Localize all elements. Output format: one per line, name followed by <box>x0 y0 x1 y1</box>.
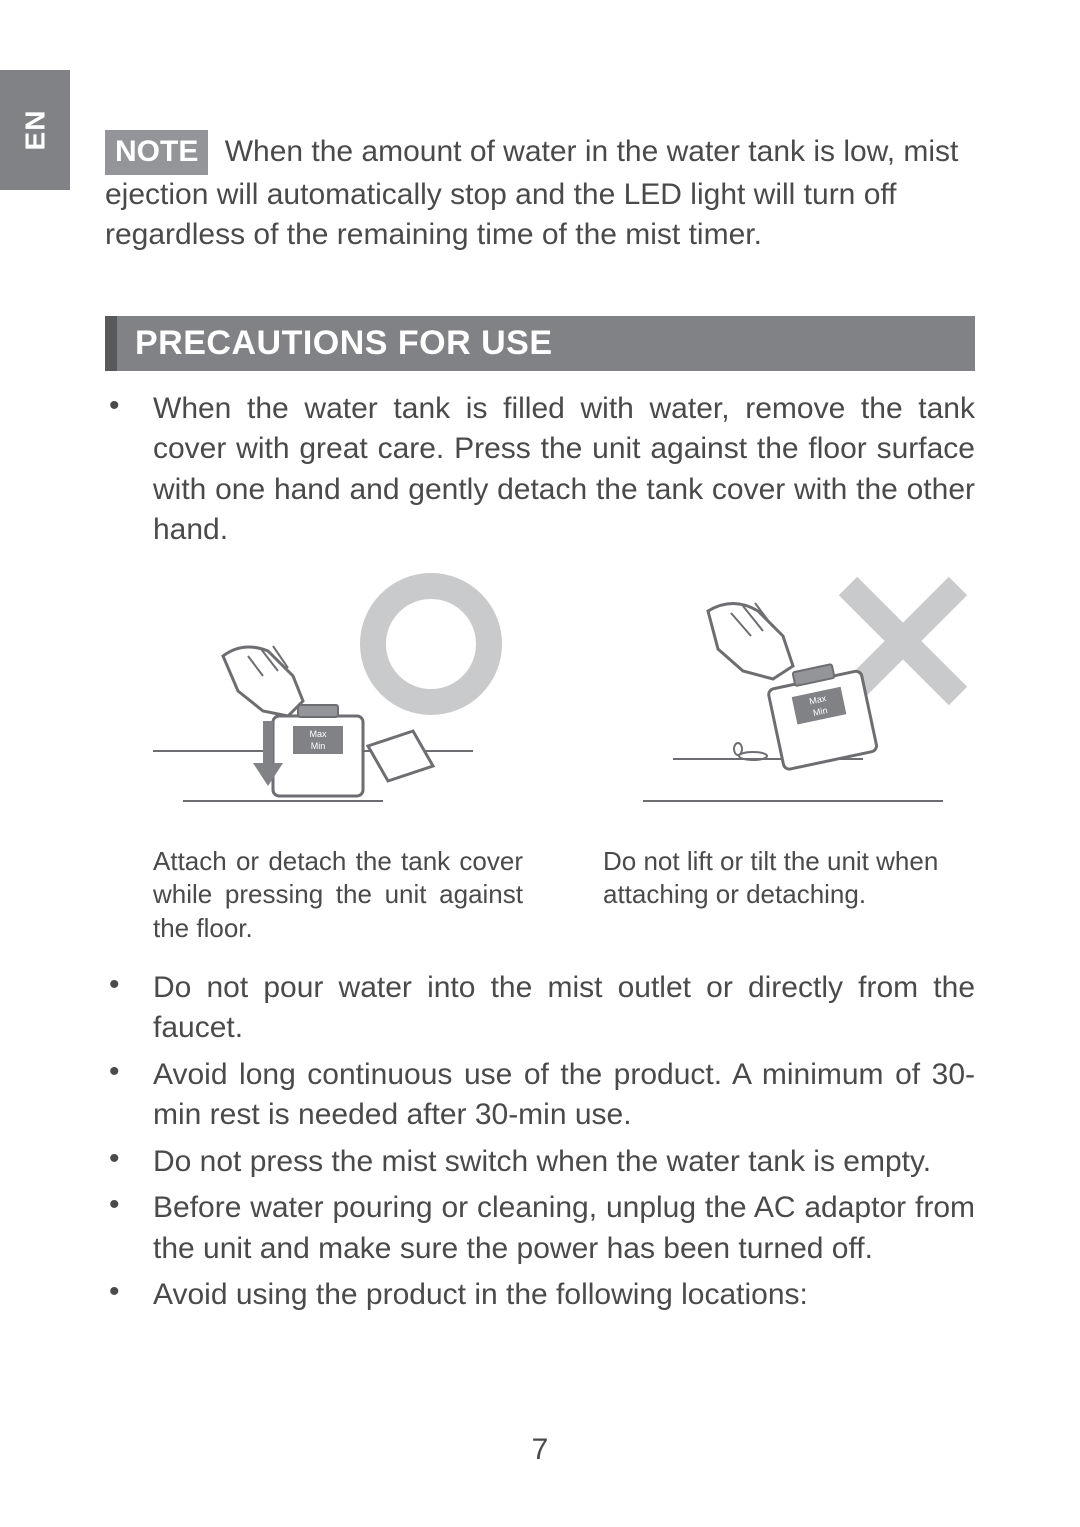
bullet-text: Do not press the mist switch when the wa… <box>153 1142 975 1183</box>
bullet-text: Avoid long continuous use of the product… <box>153 1055 975 1136</box>
figure-correct: Max Min Attach or detach the tank cover … <box>153 571 523 946</box>
note-text: When the amount of water in the water ta… <box>105 135 958 251</box>
bullet-item: • Avoid long continuous use of the produ… <box>105 1055 975 1136</box>
cross-icon <box>848 586 958 696</box>
bullet-marker: • <box>105 1142 153 1183</box>
language-tab-label: EN <box>19 110 51 151</box>
svg-text:Max: Max <box>309 729 327 739</box>
bullet-item: • Before water pouring or cleaning, unpl… <box>105 1188 975 1269</box>
page: EN NOTE When the amount of water in the … <box>0 0 1080 1527</box>
note-paragraph: NOTE When the amount of water in the wat… <box>105 130 975 256</box>
figures-row: Max Min Attach or detach the tank cover … <box>153 571 975 946</box>
circle-icon <box>373 586 489 702</box>
bullets-top: • When the water tank is filled with wat… <box>105 389 975 551</box>
bullet-text: When the water tank is filled with water… <box>153 389 975 551</box>
content-area: NOTE When the amount of water in the wat… <box>105 130 975 1322</box>
svg-text:Min: Min <box>311 741 326 751</box>
bullet-marker: • <box>105 1275 153 1316</box>
bullet-item: • Avoid using the product in the followi… <box>105 1275 975 1316</box>
bullet-marker: • <box>105 1188 153 1269</box>
bullet-text: Before water pouring or cleaning, unplug… <box>153 1188 975 1269</box>
bullet-marker: • <box>105 389 153 551</box>
figure-incorrect-caption: Do not lift or tilt the unit when attach… <box>603 845 973 913</box>
bullet-marker: • <box>105 1055 153 1136</box>
section-header: PRECAUTIONS FOR USE <box>105 316 975 371</box>
figure-correct-caption: Attach or detach the tank cover while pr… <box>153 845 523 946</box>
figure-incorrect: Max Min Do not lift or tilt the unit whe… <box>603 571 973 946</box>
bullet-marker: • <box>105 968 153 1049</box>
language-tab: EN <box>0 70 70 190</box>
bullet-item: • Do not press the mist switch when the … <box>105 1142 975 1183</box>
note-badge: NOTE <box>105 130 208 175</box>
bullet-item: • When the water tank is filled with wat… <box>105 389 975 551</box>
figure-incorrect-illustration: Max Min <box>603 571 973 831</box>
bullets-bottom: • Do not pour water into the mist outlet… <box>105 968 975 1316</box>
figure-correct-illustration: Max Min <box>153 571 523 831</box>
bullet-item: • Do not pour water into the mist outlet… <box>105 968 975 1049</box>
bullet-text: Do not pour water into the mist outlet o… <box>153 968 975 1049</box>
bullet-text: Avoid using the product in the following… <box>153 1275 975 1316</box>
page-number: 7 <box>0 1433 1080 1467</box>
